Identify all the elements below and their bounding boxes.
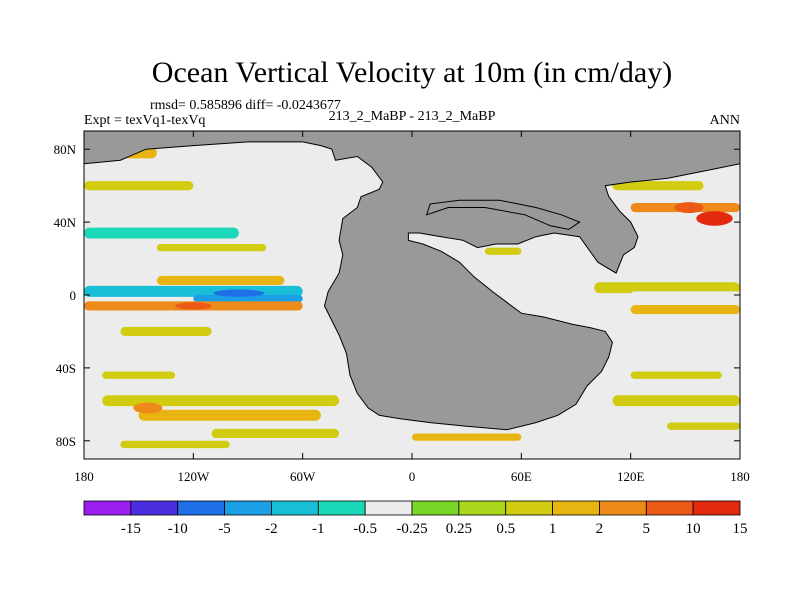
anomaly-blob — [175, 302, 212, 310]
colorbar-swatch — [505, 500, 553, 516]
anomaly-band — [102, 312, 248, 322]
anomaly-blob — [696, 211, 733, 226]
anomaly-band — [84, 264, 212, 275]
colorbar-label: 10 — [686, 521, 701, 537]
anomaly-band — [630, 305, 740, 315]
anomaly-band — [612, 181, 704, 191]
experiment-label: Expt = texVq1-texVq — [84, 113, 205, 128]
map-plot — [84, 131, 740, 459]
anomaly-band — [120, 440, 230, 449]
case-label: 213_2_MaBP - 213_2_MaBP — [329, 109, 496, 124]
colorbar-label: -5 — [218, 521, 231, 537]
season-label: ANN — [710, 113, 740, 128]
anomaly-band — [667, 422, 740, 430]
colorbar: -15 -10 -5 -2 -1 -0.5 -0.25 0.25 0.5 1 2 5 10 15 — [83, 500, 748, 537]
colorbar-swatch — [177, 500, 225, 516]
colorbar-label: 1 — [549, 521, 557, 537]
chart-title: Ocean Vertical Velocity at 10m (in cm/da… — [152, 56, 672, 89]
colorbar-label: 2 — [596, 521, 604, 537]
anomaly-band — [193, 353, 303, 361]
colorbar-swatch — [458, 500, 507, 516]
x-tick-label: 60E — [511, 469, 532, 484]
y-tick-label: 80N — [54, 142, 77, 157]
anomaly-blob — [213, 289, 265, 297]
anomaly-blob — [674, 202, 704, 214]
anomaly-band — [156, 243, 267, 252]
colorbar-swatch — [364, 500, 413, 516]
anomaly-band — [93, 205, 212, 217]
anomaly-band — [484, 247, 522, 255]
colorbar-label: -1 — [312, 521, 325, 537]
axes: 180 120W 60W 0 60E 120E 180 80N 40N 0 40S 80S — [54, 131, 750, 484]
colorbar-label: -0.5 — [353, 521, 377, 537]
x-tick-label: 180 — [74, 469, 94, 484]
colorbar-swatch — [692, 500, 741, 516]
anomaly-band — [630, 291, 740, 299]
anomaly-band — [528, 262, 613, 270]
colorbar-label: -2 — [265, 521, 278, 537]
colorbar-label: 0.5 — [496, 521, 515, 537]
colorbar-swatch — [645, 500, 694, 516]
y-tick-label: 80S — [56, 434, 76, 449]
anomaly-band — [84, 181, 194, 191]
colorbar-swatch — [224, 500, 272, 516]
colorbar-label: 15 — [733, 521, 748, 537]
colorbar-swatch — [271, 500, 319, 516]
colorbar-swatch — [411, 500, 460, 516]
x-tick-label: 120E — [617, 469, 645, 484]
colorbar-label: -10 — [168, 521, 188, 537]
anomaly-blob — [133, 402, 163, 414]
northern-island — [425, 199, 581, 230]
land-layer — [84, 131, 740, 431]
colorbar-swatch — [599, 500, 647, 516]
colorbar-swatch — [130, 500, 179, 516]
anomaly-band — [576, 418, 668, 428]
y-tick-label: 0 — [70, 288, 77, 303]
anomaly-band — [412, 433, 522, 441]
anomaly-band — [648, 337, 740, 347]
anomaly-band — [102, 371, 176, 379]
anomaly-band — [84, 227, 239, 239]
x-tick-label: 0 — [409, 469, 416, 484]
colorbar-swatch — [552, 500, 600, 516]
anomaly-band — [102, 165, 212, 177]
colorbar-label: 0.25 — [446, 521, 472, 537]
colorbar-swatch — [83, 500, 132, 516]
anomaly-band — [594, 282, 740, 294]
x-tick-label: 120W — [177, 469, 210, 484]
anomaly-band — [193, 295, 303, 303]
colorbar-label: -15 — [121, 521, 141, 537]
anomaly-band — [229, 189, 303, 197]
colorbar-swatch — [317, 500, 366, 516]
anomaly-band — [156, 275, 285, 285]
colorbar-label: -0.25 — [396, 521, 427, 537]
y-tick-label: 40N — [54, 215, 77, 230]
x-tick-label: 180 — [730, 469, 750, 484]
anomaly-band — [102, 395, 340, 407]
y-tick-label: 40S — [56, 361, 76, 376]
anomaly-band — [138, 409, 321, 421]
western-continent — [84, 131, 740, 431]
anomaly-band — [630, 371, 722, 379]
x-tick-label: 60W — [290, 469, 316, 484]
colorbar-label: 5 — [643, 521, 651, 537]
stats-label: rmsd= 0.585896 diff= -0.0243677 — [150, 98, 341, 113]
anomaly-band — [120, 326, 212, 336]
anomaly-band — [211, 428, 340, 439]
anomaly-band — [612, 395, 740, 407]
